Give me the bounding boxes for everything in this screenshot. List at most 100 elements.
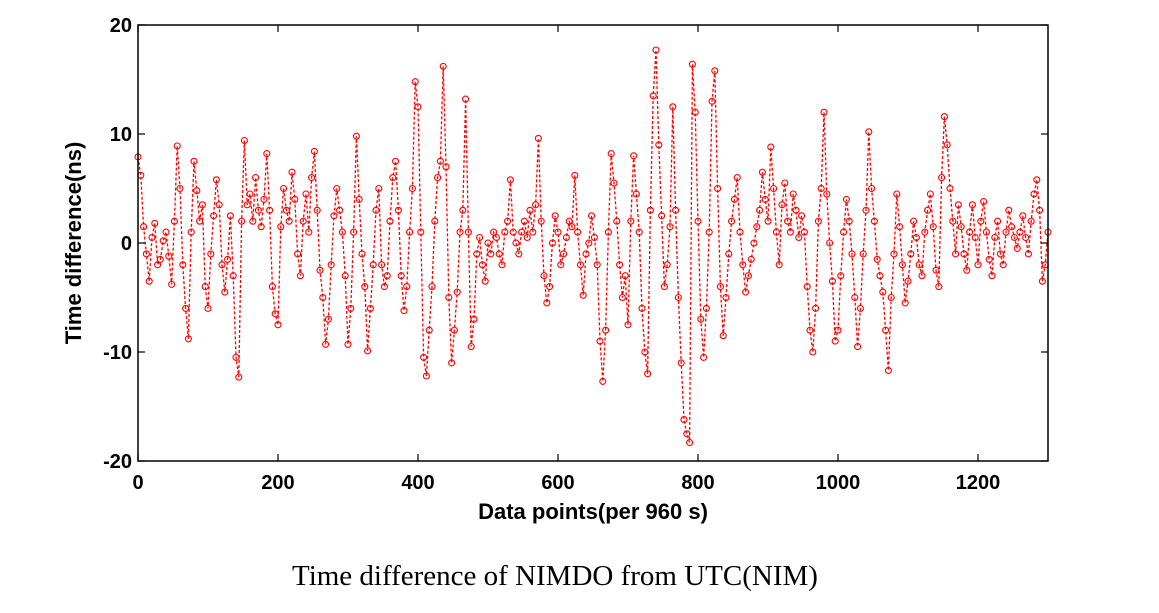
data-point-marker: [154, 261, 162, 269]
data-point-marker: [926, 190, 934, 198]
data-point-marker: [722, 293, 730, 302]
data-point-marker: [515, 250, 523, 258]
data-point-marker: [394, 206, 402, 214]
data-point-marker: [845, 217, 853, 225]
data-point-marker: [985, 255, 993, 263]
data-point-marker: [414, 103, 422, 111]
data-point-marker: [532, 201, 540, 209]
data-point-marker: [518, 228, 526, 236]
data-point-marker: [814, 217, 822, 225]
data-point-marker: [854, 343, 862, 351]
data-point-marker: [439, 62, 447, 70]
data-point-marker: [1024, 250, 1032, 258]
data-point-marker: [428, 283, 436, 291]
data-point-marker: [789, 190, 797, 198]
data-point-marker: [1036, 206, 1044, 214]
data-point-marker: [842, 195, 850, 203]
data-point-marker: [588, 212, 596, 220]
data-point-marker: [386, 217, 394, 225]
data-point-marker: [333, 184, 341, 193]
data-point-marker: [697, 315, 705, 323]
data-point-marker: [481, 277, 489, 285]
data-point-marker: [775, 261, 783, 269]
data-point-marker: [742, 288, 750, 296]
data-point-marker: [271, 310, 279, 318]
data-point-marker: [910, 217, 918, 225]
data-point-marker: [596, 337, 604, 345]
data-point-marker: [431, 217, 439, 225]
data-point-marker: [725, 250, 733, 258]
data-point-marker: [652, 46, 660, 54]
data-point-marker: [504, 217, 512, 225]
data-point-marker: [529, 228, 537, 236]
data-point-marker: [196, 217, 204, 225]
data-point-marker: [784, 217, 792, 225]
data-point-marker: [879, 288, 887, 296]
data-point-marker: [182, 304, 190, 312]
data-point-marker: [336, 206, 344, 214]
data-point-marker: [700, 353, 708, 361]
data-point-marker: [145, 277, 153, 285]
data-point-marker: [795, 233, 803, 242]
data-point-marker: [719, 332, 727, 340]
data-point-marker: [705, 228, 713, 236]
data-point-marker: [140, 223, 148, 231]
data-point-marker: [686, 438, 694, 447]
data-point-marker: [319, 293, 327, 302]
data-point-marker: [1005, 206, 1013, 214]
data-point-marker: [582, 250, 590, 258]
data-point-marker: [848, 250, 856, 258]
plot-frame: [137, 24, 1049, 462]
data-point-marker: [165, 252, 173, 260]
data-point-marker: [574, 228, 582, 236]
data-point-marker: [840, 228, 848, 236]
data-point-marker: [744, 272, 752, 280]
data-point-marker: [974, 261, 982, 269]
data-point-marker: [243, 201, 251, 209]
data-point-marker: [627, 217, 635, 225]
data-point-marker: [305, 228, 313, 236]
data-point-marker: [963, 266, 971, 274]
data-point-marker: [1013, 244, 1021, 252]
data-point-marker: [173, 142, 181, 150]
data-point-marker: [817, 184, 825, 193]
data-point-marker: [865, 128, 873, 136]
data-point-marker: [369, 261, 377, 269]
data-point-marker: [621, 272, 629, 280]
data-point-marker: [907, 250, 915, 258]
data-point-marker: [576, 261, 584, 269]
tick-layer: 0 200 400 600 800 1000 1200 -20 -10 0 10 20: [103, 15, 1048, 494]
data-point-marker: [957, 223, 965, 231]
data-point-marker: [148, 233, 156, 242]
data-point-marker: [392, 157, 400, 165]
y-tick-label: 0: [121, 233, 132, 255]
data-point-marker: [464, 228, 472, 236]
data-point-marker: [425, 326, 433, 334]
data-point-marker: [918, 272, 926, 280]
data-point-marker: [884, 366, 892, 375]
data-point-marker: [1038, 277, 1046, 285]
data-point-marker: [389, 174, 397, 182]
data-point-marker: [585, 239, 593, 247]
data-point-marker: [478, 261, 486, 269]
data-point-marker: [151, 219, 159, 227]
data-point-marker: [226, 212, 234, 220]
data-point-marker: [453, 288, 461, 296]
figure-caption: Time difference of NIMDO from UTC(NIM): [292, 560, 818, 592]
data-point-marker: [257, 223, 265, 231]
data-point-marker: [526, 206, 534, 214]
data-point-marker: [159, 237, 167, 245]
data-point-marker: [982, 228, 990, 236]
data-point-marker: [977, 217, 985, 225]
data-point-marker: [761, 195, 769, 203]
x-tick-label: 400: [401, 472, 434, 494]
data-point-marker: [590, 233, 598, 242]
data-point-marker: [296, 272, 304, 280]
data-point-marker: [940, 113, 948, 121]
x-tick-label: 600: [541, 472, 574, 494]
data-point-marker: [820, 108, 828, 116]
data-point-marker: [674, 293, 682, 302]
data-point-marker: [1019, 212, 1027, 220]
data-point-marker: [638, 304, 646, 312]
data-point-marker: [299, 217, 307, 225]
